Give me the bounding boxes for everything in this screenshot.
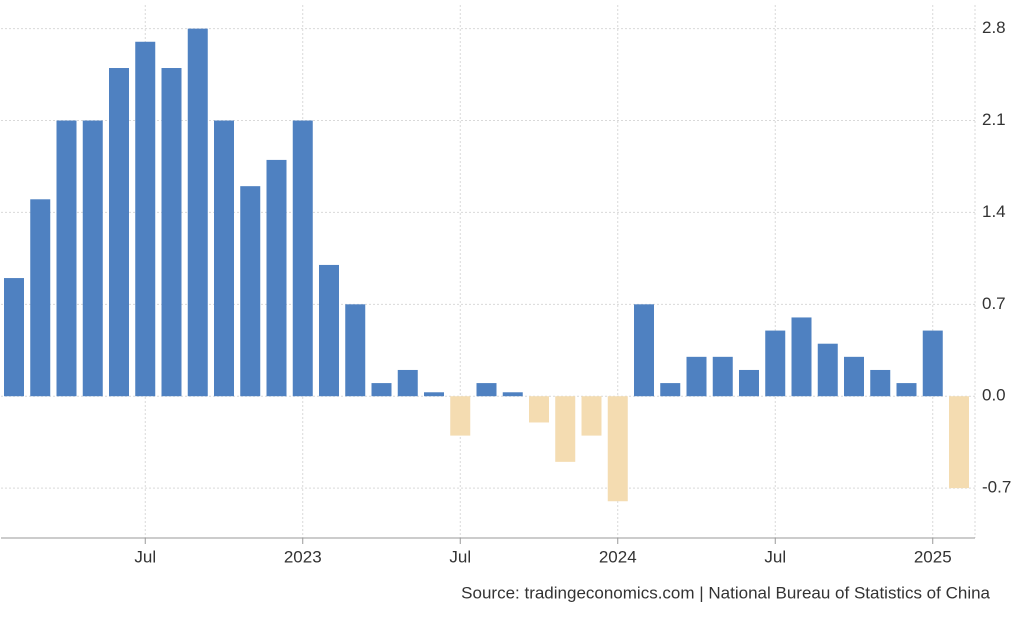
bar xyxy=(109,68,129,397)
bar xyxy=(240,186,261,397)
bar xyxy=(345,304,366,397)
bar xyxy=(187,28,208,397)
bar xyxy=(634,304,654,397)
y-tick-label: 1.4 xyxy=(982,202,1006,221)
bar xyxy=(30,199,51,397)
y-tick-label: 2.8 xyxy=(982,18,1006,37)
x-tick-label: 2024 xyxy=(599,547,637,566)
bar xyxy=(949,396,969,489)
bar xyxy=(161,68,182,397)
bar xyxy=(660,383,681,397)
bar xyxy=(922,330,943,397)
bar xyxy=(292,120,313,397)
bar xyxy=(266,159,287,397)
y-tick-label: 0.0 xyxy=(982,386,1006,405)
x-tick-label: 2025 xyxy=(914,547,952,566)
bar xyxy=(739,369,759,397)
bar xyxy=(476,383,497,397)
bar xyxy=(135,41,156,397)
bar xyxy=(319,264,339,397)
x-tick-label: Jul xyxy=(449,547,471,566)
bar xyxy=(555,396,576,462)
y-tick-label: -0.7 xyxy=(982,478,1011,497)
x-tick-label: Jul xyxy=(134,547,156,566)
y-tick-label: 2.1 xyxy=(982,110,1006,129)
bar xyxy=(765,330,786,397)
x-tick-label: 2023 xyxy=(284,547,322,566)
bar xyxy=(686,356,707,397)
bar xyxy=(529,396,549,423)
bar xyxy=(214,120,234,397)
y-tick-label: 0.7 xyxy=(982,294,1006,313)
bar xyxy=(791,317,812,397)
bar xyxy=(82,120,103,397)
bar xyxy=(581,396,602,436)
bar xyxy=(502,392,523,397)
bar xyxy=(607,396,628,502)
bar xyxy=(844,356,864,397)
bar xyxy=(56,120,77,397)
bar xyxy=(817,343,838,397)
bar xyxy=(450,396,471,436)
bar xyxy=(4,278,24,397)
bar xyxy=(371,383,392,397)
bar xyxy=(712,356,733,397)
bar xyxy=(870,369,891,397)
bar xyxy=(424,392,444,397)
bar xyxy=(397,369,418,397)
bar xyxy=(896,383,917,397)
source-note: Source: tradingeconomics.com | National … xyxy=(461,583,990,602)
x-tick-label: Jul xyxy=(764,547,786,566)
